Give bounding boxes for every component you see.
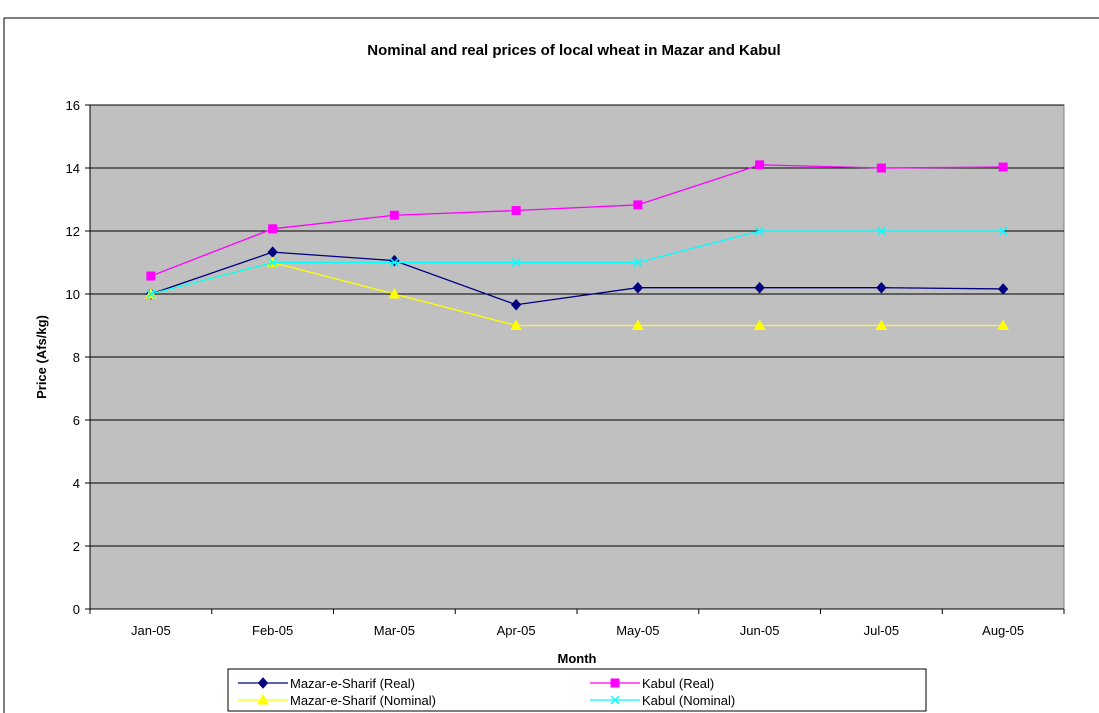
legend-item: Kabul (Nominal) xyxy=(590,693,735,708)
x-tick-label: May-05 xyxy=(616,623,659,638)
legend: Mazar-e-Sharif (Real) Kabul (Real) Mazar-e… xyxy=(227,668,927,712)
data-point xyxy=(511,257,521,268)
x-tick-label: Mar-05 xyxy=(374,623,415,638)
data-point xyxy=(389,257,399,268)
data-point xyxy=(510,319,522,330)
y-tick-label: 2 xyxy=(73,539,80,554)
data-point xyxy=(389,210,399,220)
data-point xyxy=(755,226,765,236)
y-tick-label: 8 xyxy=(73,350,80,365)
y-tick-label: 14 xyxy=(66,161,80,176)
y-tick-label: 6 xyxy=(73,413,80,428)
x-marker-stroke xyxy=(998,226,1008,236)
data-point xyxy=(876,163,886,173)
legend-label: Mazar-e-Sharif (Nominal) xyxy=(290,693,436,708)
data-point xyxy=(754,281,765,294)
data-point xyxy=(632,319,644,330)
legend-items: Mazar-e-Sharif (Real) Kabul (Real) Mazar-e… xyxy=(238,676,735,708)
legend-item: Mazar-e-Sharif (Nominal) xyxy=(238,693,436,708)
legend-item: Kabul (Real) xyxy=(590,676,714,691)
y-tick-label: 4 xyxy=(73,476,80,491)
series-4 xyxy=(146,226,1008,299)
series-1 xyxy=(145,246,1009,311)
legend-swatch-marker xyxy=(257,677,269,689)
data-point xyxy=(876,226,886,236)
axes: 0 2 4 6 8 10 12 14 16 Jan-05 Feb-05 Mar-05 Apr-05 May… xyxy=(66,98,1065,638)
data-point xyxy=(632,281,644,294)
data-point xyxy=(146,271,156,281)
legend-label: Mazar-e-Sharif (Real) xyxy=(290,676,415,691)
legend-label: Kabul (Nominal) xyxy=(642,693,735,708)
series-2 xyxy=(146,160,1008,281)
x-tick-label: Jun-05 xyxy=(740,623,780,638)
data-point xyxy=(633,200,643,210)
data-point xyxy=(268,257,278,268)
y-tick-label: 0 xyxy=(73,602,80,617)
x-tick-label: Feb-05 xyxy=(252,623,293,638)
x-marker-stroke xyxy=(633,257,643,268)
legend-swatch-marker xyxy=(610,695,620,705)
data-point xyxy=(876,281,887,294)
data-point xyxy=(633,257,643,268)
data-point xyxy=(998,226,1008,236)
y-tick-label: 16 xyxy=(66,98,80,113)
data-point xyxy=(268,224,278,234)
chart-title: Nominal and real prices of local wheat i… xyxy=(367,42,780,59)
series-line xyxy=(150,230,1004,295)
series-line xyxy=(150,164,1004,277)
x-tick-label: Apr-05 xyxy=(497,623,536,638)
data-point xyxy=(753,319,766,330)
data-point xyxy=(511,206,521,216)
x-marker-stroke xyxy=(389,257,399,268)
legend-swatch-marker xyxy=(257,693,269,705)
x-marker-stroke xyxy=(755,226,765,236)
x-tick-label: Aug-05 xyxy=(982,623,1024,638)
data-point xyxy=(388,287,401,299)
data-point xyxy=(998,162,1008,172)
data-point xyxy=(997,283,1009,295)
x-tick-label: Jul-05 xyxy=(864,623,899,638)
data-point xyxy=(510,298,522,311)
legend-swatch-marker xyxy=(610,678,620,688)
series-line xyxy=(150,261,1004,327)
x-marker-stroke xyxy=(511,257,521,268)
data-point xyxy=(875,319,888,330)
series-layer xyxy=(145,160,1009,330)
x-marker-stroke xyxy=(146,289,156,299)
y-tick-label: 12 xyxy=(66,224,80,239)
series-line xyxy=(150,251,1004,306)
data-point xyxy=(146,289,156,299)
y-tick-label: 10 xyxy=(66,287,80,302)
legend-box xyxy=(227,668,927,712)
y-axis-title: Price (Afs/kg) xyxy=(34,315,49,399)
legend-label: Kabul (Real) xyxy=(642,676,714,691)
x-marker-stroke xyxy=(876,226,886,236)
x-tick-label: Jan-05 xyxy=(131,623,171,638)
data-point xyxy=(997,319,1009,330)
x-axis-title: Month xyxy=(558,651,597,666)
x-marker-stroke xyxy=(268,257,278,268)
legend-item: Mazar-e-Sharif (Real) xyxy=(238,676,415,691)
x-marker-stroke xyxy=(610,695,620,705)
data-point xyxy=(755,160,765,170)
